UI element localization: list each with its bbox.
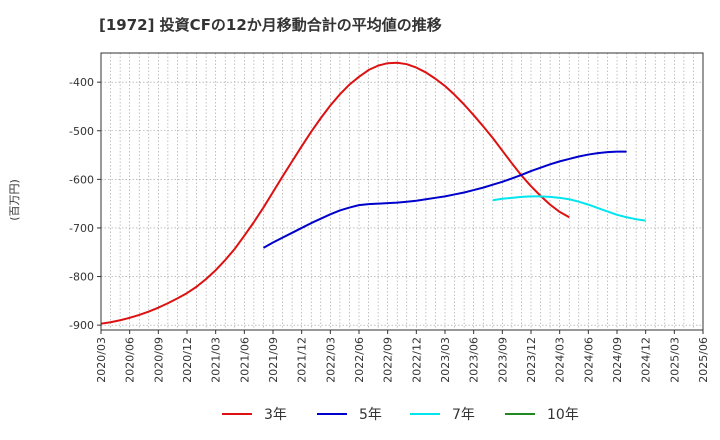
y-tick-label: -900 bbox=[69, 319, 94, 332]
x-tick-label: 2024/09 bbox=[611, 337, 624, 383]
x-tick-label: 2023/06 bbox=[468, 337, 481, 383]
x-tick-label: 2021/06 bbox=[238, 337, 251, 383]
x-tick-label: 2022/12 bbox=[410, 337, 423, 383]
legend-label: 7年 bbox=[452, 407, 475, 423]
x-tick-label: 2022/09 bbox=[382, 337, 395, 383]
y-tick-label: -800 bbox=[69, 271, 94, 284]
x-tick-label: 2024/03 bbox=[554, 337, 567, 383]
x-tick-label: 2023/03 bbox=[439, 337, 452, 383]
grid bbox=[100, 53, 704, 330]
x-tick-label: 2023/09 bbox=[496, 337, 509, 383]
x-tick-label: 2021/12 bbox=[296, 337, 309, 383]
x-tick-label: 2020/12 bbox=[181, 337, 194, 383]
legend-label: 3年 bbox=[264, 407, 287, 423]
series-line-5年 bbox=[262, 150, 627, 249]
x-tick-label: 2022/03 bbox=[324, 337, 337, 383]
series-line-3年 bbox=[100, 61, 570, 325]
x-tick-label: 2021/03 bbox=[210, 337, 223, 383]
y-tick-labels: -900 -800 -700 -600 -500 -400 bbox=[69, 76, 101, 332]
series-lines bbox=[100, 61, 646, 325]
x-tick-label: 2025/06 bbox=[697, 337, 710, 383]
x-tick-label: 2021/09 bbox=[267, 337, 280, 383]
plot-frame bbox=[100, 52, 704, 331]
chart-title: [1972] 投資CFの12か月移動合計の平均値の推移 bbox=[99, 16, 442, 34]
x-tick-label: 2024/06 bbox=[582, 337, 595, 383]
legend-label: 5年 bbox=[359, 407, 382, 423]
y-tick-label: -600 bbox=[69, 173, 94, 186]
x-tick-label: 2020/09 bbox=[152, 337, 165, 383]
x-tick-label: 2020/03 bbox=[95, 337, 108, 383]
series-line-7年 bbox=[492, 195, 646, 222]
x-tick-label: 2022/06 bbox=[353, 337, 366, 383]
legend-label: 10年 bbox=[547, 407, 579, 423]
x-tick-label: 2020/06 bbox=[124, 337, 137, 383]
legend: 3年 5年 7年 10年 bbox=[222, 407, 579, 423]
x-tick-label: 2025/03 bbox=[668, 337, 681, 383]
x-tick-label: 2023/12 bbox=[525, 337, 538, 383]
y-axis-label: (百万円) bbox=[8, 179, 21, 221]
y-tick-label: -400 bbox=[69, 76, 94, 89]
x-tick-labels: 2020/03 2020/06 2020/09 2020/12 2021/03 2021/… bbox=[95, 330, 710, 383]
x-tick-label: 2024/12 bbox=[640, 337, 653, 383]
y-tick-label: -700 bbox=[69, 222, 94, 235]
y-tick-label: -500 bbox=[69, 125, 94, 138]
